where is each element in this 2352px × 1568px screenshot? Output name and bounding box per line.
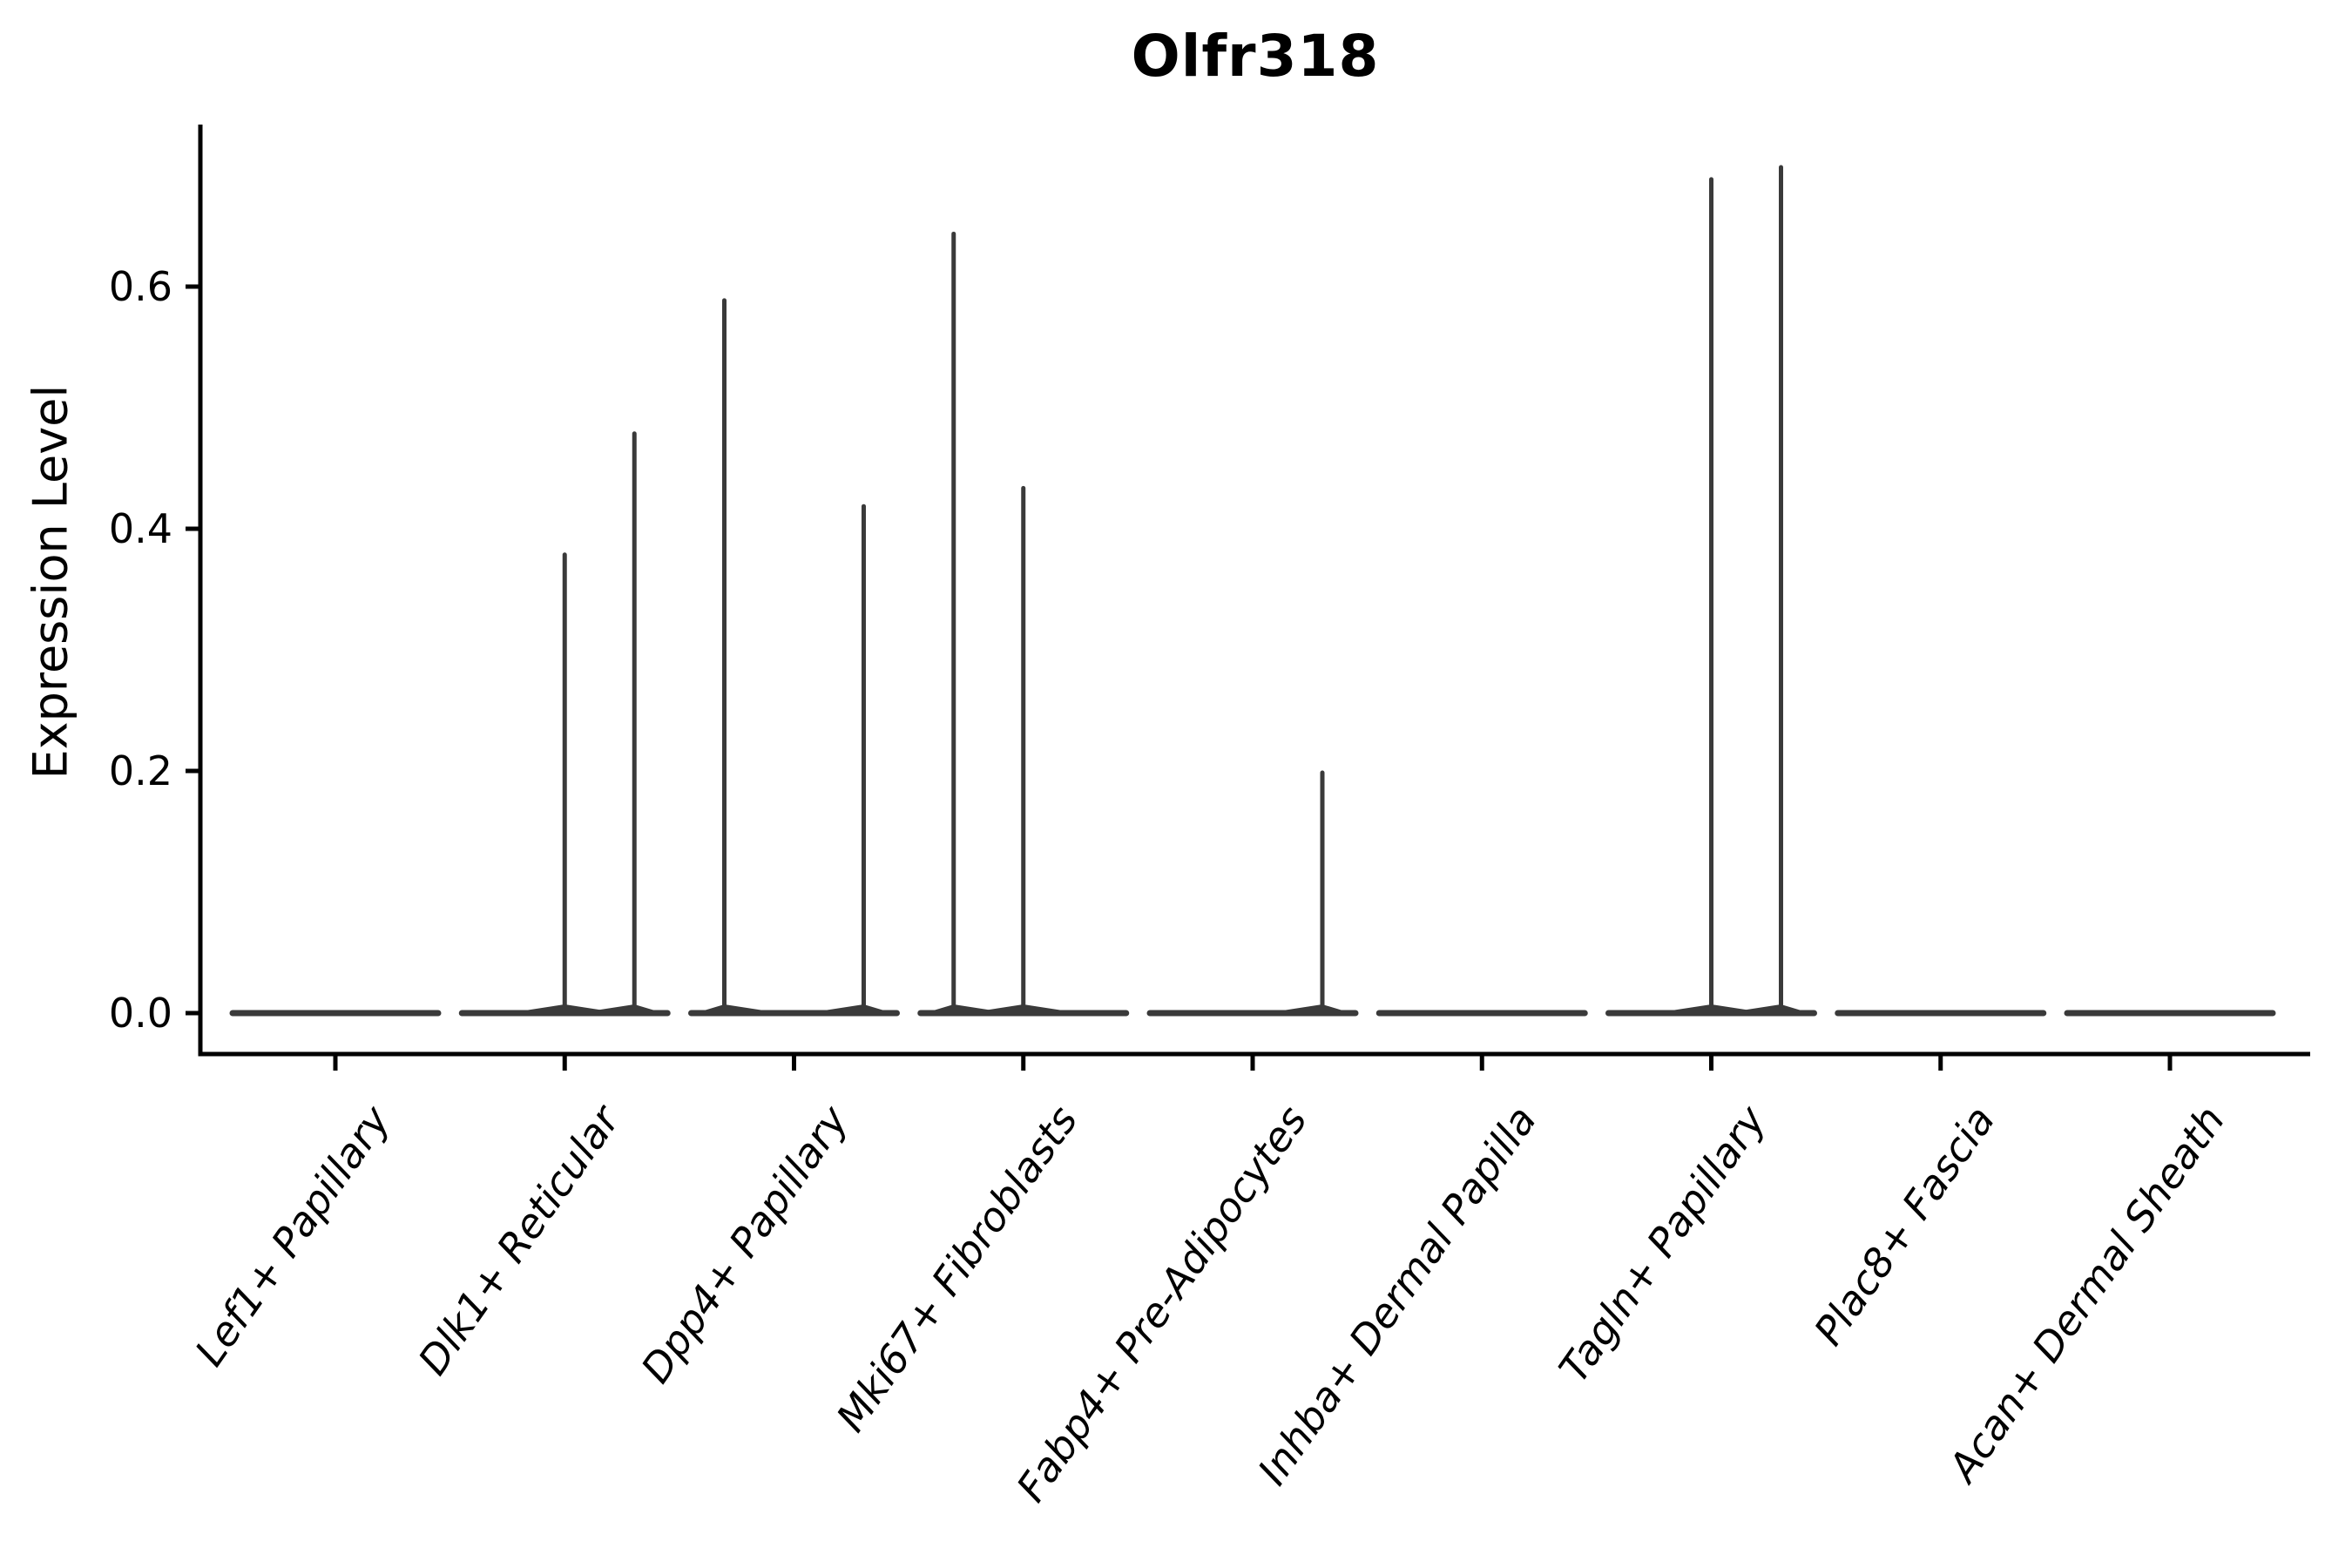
y-axis-label: Expression Level <box>23 384 78 780</box>
violin-base-flare <box>1254 1004 1357 1015</box>
y-tick-label: 0.6 <box>108 263 172 310</box>
violin-base-flare <box>795 1004 899 1015</box>
chart-title: Olfr318 <box>1131 23 1380 90</box>
violin-layer <box>229 165 2276 1017</box>
y-tick-label: 0.2 <box>108 747 172 794</box>
axis-spines <box>198 125 2310 1057</box>
y-tick-label: 0.0 <box>108 990 172 1037</box>
violin-base-flare <box>566 1004 670 1015</box>
axes-layer <box>186 125 2310 1071</box>
violin-base-flare <box>1713 1004 1816 1015</box>
y-tick-label: 0.4 <box>108 505 172 552</box>
violin-base-flare <box>689 1004 793 1015</box>
